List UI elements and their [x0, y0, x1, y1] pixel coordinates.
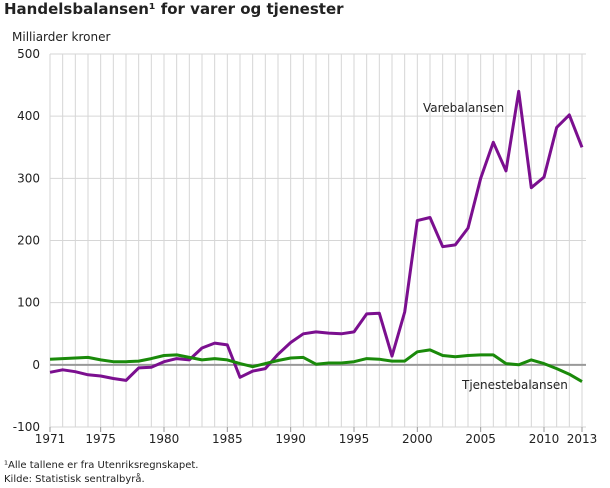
- chart-title: Handelsbalansen¹ for varer og tjenester: [4, 0, 344, 18]
- series-label: Tjenestebalansen: [461, 378, 568, 392]
- x-tick-label: 2010: [529, 432, 560, 446]
- y-tick-label: 200: [17, 234, 40, 248]
- series-label: Varebalansen: [423, 101, 504, 115]
- series-line-tjenestebalansen: [49, 348, 583, 383]
- series-line-varebalansen: [49, 89, 584, 382]
- x-tick-label: 2013: [567, 432, 598, 446]
- y-axis-label: Milliarder kroner: [12, 30, 111, 44]
- y-tick-label: 0: [32, 358, 40, 372]
- y-tick-label: -100: [13, 420, 40, 434]
- source-note: Kilde: Statistisk sentralbyrå.: [4, 474, 145, 485]
- y-tick-label: 400: [17, 109, 40, 123]
- x-tick-label: 2000: [402, 432, 433, 446]
- x-tick-label: 1995: [339, 432, 370, 446]
- y-tick-label: 500: [17, 47, 40, 61]
- x-tick-label: 1980: [149, 432, 180, 446]
- y-tick-label: 100: [17, 296, 40, 310]
- footnote: ¹Alle tallene er fra Utenriksregnskapet.: [4, 460, 199, 471]
- x-tick-label: 1971: [35, 432, 66, 446]
- x-tick-label: 1975: [85, 432, 116, 446]
- x-tick-label: 2005: [465, 432, 496, 446]
- y-tick-label: 300: [17, 171, 40, 185]
- x-tick-label: 1985: [212, 432, 243, 446]
- x-tick-label: 1990: [275, 432, 306, 446]
